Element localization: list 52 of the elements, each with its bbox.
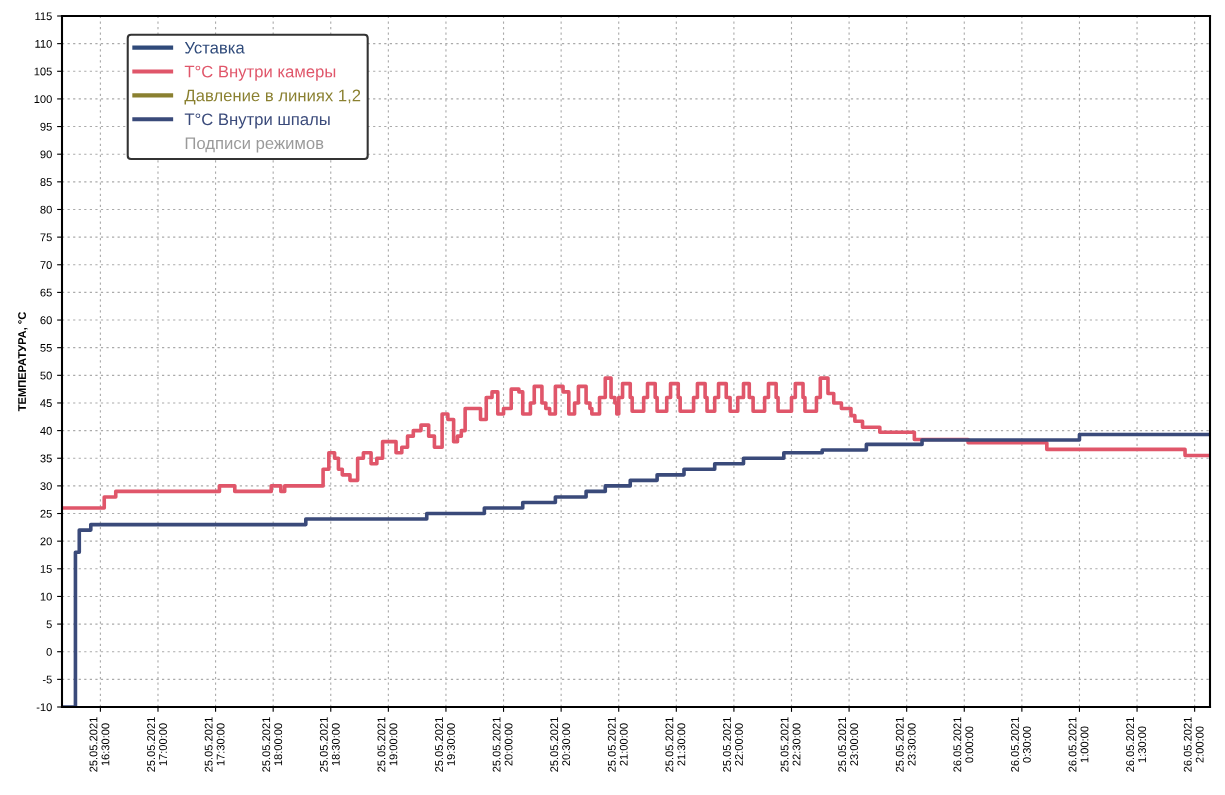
x-tick-label: 25.05.2021 18:30:00 bbox=[319, 717, 340, 772]
y-tick-label: 95 bbox=[40, 122, 52, 131]
x-tick-label: 26.05.2021 1:00:00 bbox=[1068, 717, 1089, 772]
y-tick-label: 50 bbox=[40, 371, 52, 380]
y-tick-label: 0 bbox=[46, 647, 52, 656]
legend-label: Подписи режимов bbox=[185, 137, 324, 153]
x-tick-label: 25.05.2021 23:00:00 bbox=[838, 717, 859, 772]
x-tick-label: 25.05.2021 20:00:00 bbox=[492, 717, 513, 772]
legend-label: T°C Внутри камеры bbox=[184, 65, 336, 81]
y-tick-label: 105 bbox=[34, 67, 52, 76]
y-tick-label: -5 bbox=[42, 675, 52, 684]
y-tick-label: 70 bbox=[40, 261, 52, 269]
y-tick-label: 10 bbox=[40, 592, 52, 601]
y-tick-label: -10 bbox=[36, 703, 52, 712]
legend-label: Уставка bbox=[184, 41, 245, 54]
x-tick-label: 26.05.2021 0:00:00 bbox=[953, 717, 974, 772]
y-tick-label: 115 bbox=[35, 12, 52, 21]
legend-label: Давление в линиях 1,2 bbox=[184, 89, 361, 105]
y-tick-label: 65 bbox=[40, 288, 52, 297]
x-tick-label: 26.05.2021 1:30:00 bbox=[1126, 717, 1147, 772]
y-tick-label: 40 bbox=[40, 426, 52, 435]
y-tick-label: 75 bbox=[40, 233, 52, 242]
y-tick-label: 20 bbox=[40, 537, 52, 546]
y-tick-label: 35 bbox=[40, 454, 52, 463]
x-tick-label: 25.05.2021 22:00:00 bbox=[723, 717, 743, 772]
x-tick-label: 25.05.2021 17:30:00 bbox=[204, 717, 225, 772]
x-tick-label: 25.05.2021 19:00:00 bbox=[377, 717, 398, 772]
y-tick-label: 5 bbox=[46, 620, 52, 629]
y-tick-label: 110 bbox=[35, 39, 52, 48]
x-tick-label: 25.05.2021 20:30:00 bbox=[550, 717, 571, 772]
legend-label: T°C Внутри шпалы bbox=[184, 113, 330, 129]
y-tick-label: 15 bbox=[40, 565, 52, 573]
y-tick-label: 85 bbox=[40, 178, 52, 186]
x-tick-label: 26.05.2021 0:30:00 bbox=[1011, 717, 1031, 772]
y-tick-label: 60 bbox=[40, 316, 52, 325]
x-tick-label: 26.05.2021 2:00:00 bbox=[1183, 717, 1204, 772]
x-tick-label: 25.05.2021 23:30:00 bbox=[895, 717, 916, 772]
y-tick-label: 80 bbox=[40, 205, 52, 214]
x-tick-label: 25.05.2021 17:00:00 bbox=[147, 717, 167, 772]
y-tick-label: 45 bbox=[40, 399, 52, 408]
x-tick-label: 25.05.2021 21:00:00 bbox=[607, 717, 628, 772]
x-tick-label: 25.05.2021 21:30:00 bbox=[665, 717, 686, 772]
y-tick-label: 100 bbox=[34, 95, 52, 104]
y-tick-label: 30 bbox=[40, 482, 52, 491]
x-tick-label: 25.05.2021 16:30:00 bbox=[89, 717, 110, 772]
y-tick-label: 25 bbox=[40, 509, 52, 518]
x-tick-label: 25.05.2021 22:30:00 bbox=[780, 717, 801, 772]
y-axis-title: ТЕМПЕРАТУРА, °С bbox=[18, 312, 28, 412]
y-tick-label: 90 bbox=[40, 150, 52, 159]
y-tick-label: 55 bbox=[40, 344, 52, 352]
x-tick-label: 25.05.2021 18:00:00 bbox=[262, 717, 283, 772]
x-tick-label: 25.05.2021 19:30:00 bbox=[435, 717, 455, 772]
